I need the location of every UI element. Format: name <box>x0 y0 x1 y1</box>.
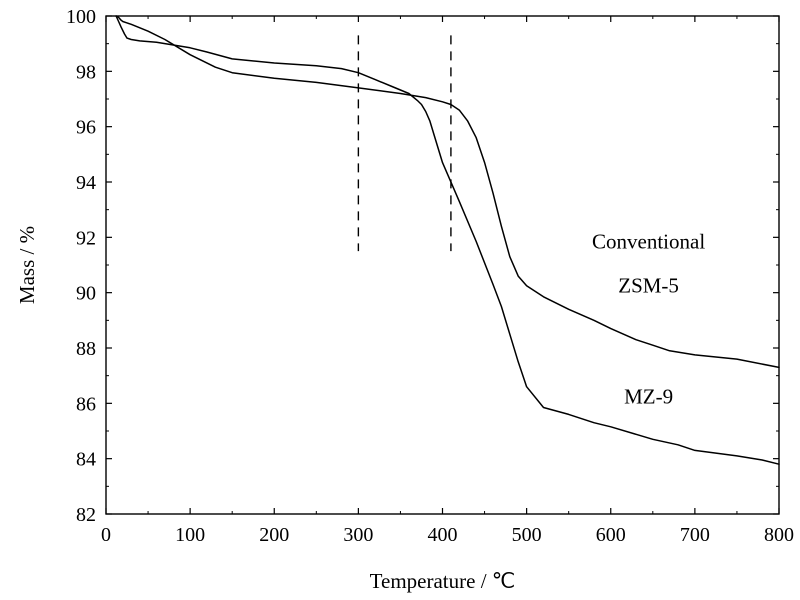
y-tick-label: 90 <box>76 283 96 305</box>
y-tick-labels: 82 84 86 88 90 92 94 96 98 100 <box>66 6 96 526</box>
curve-annotations: Conventional ZSM-5 MZ-9 <box>592 229 705 408</box>
x-tick-label: 400 <box>428 524 458 546</box>
x-tick-label: 600 <box>596 524 626 546</box>
y-tick-label: 98 <box>76 61 96 83</box>
y-tick-label: 96 <box>76 117 96 139</box>
series-lines <box>115 15 780 465</box>
x-tick-label: 800 <box>764 524 794 546</box>
x-tick-label: 100 <box>175 524 205 546</box>
annotation-label: MZ-9 <box>624 384 673 408</box>
x-tick-labels: 0 100 200 300 400 500 600 700 800 <box>101 524 794 546</box>
y-tick-label: 94 <box>76 172 96 194</box>
axis-ticks <box>105 15 780 515</box>
annotation-label: ZSM-5 <box>618 274 679 298</box>
x-tick-label: 200 <box>259 524 289 546</box>
y-tick-label: 86 <box>76 393 96 415</box>
x-tick-label: 300 <box>343 524 373 546</box>
x-tick-label: 700 <box>680 524 710 546</box>
y-tick-label: 82 <box>76 504 96 526</box>
reference-lines <box>357 35 452 252</box>
y-tick-label: 84 <box>76 449 96 471</box>
x-tick-label: 0 <box>101 524 111 546</box>
x-tick-label: 500 <box>512 524 542 546</box>
x-axis-title: Temperature / ℃ <box>370 569 516 593</box>
y-tick-label: 88 <box>76 338 96 360</box>
y-tick-label: 92 <box>76 227 96 249</box>
y-tick-label: 100 <box>66 6 96 28</box>
series-line-1 <box>115 15 780 465</box>
plot-frame <box>105 15 780 515</box>
annotation-label: Conventional <box>592 229 705 253</box>
series-line-2 <box>115 15 780 369</box>
y-axis-title: Mass / % <box>15 226 39 304</box>
